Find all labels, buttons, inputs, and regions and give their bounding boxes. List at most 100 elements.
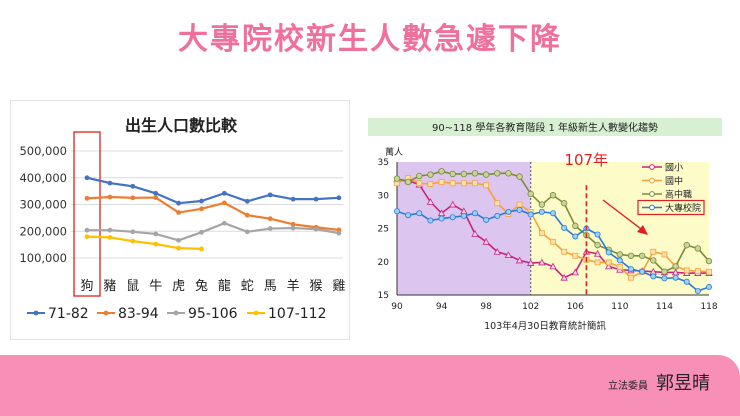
data-point: [449, 200, 457, 208]
data-point: [661, 268, 668, 275]
data-point: [683, 278, 690, 285]
data-point: [493, 247, 501, 255]
y-tick-label: 20: [378, 258, 390, 268]
series-line-83-94: [86, 195, 340, 232]
data-point: [505, 170, 512, 177]
data-point: [176, 245, 182, 251]
footer-band: 立法委員 郭昱晴: [0, 355, 740, 416]
data-point: [176, 210, 182, 215]
data-point: [572, 233, 579, 240]
data-point: [549, 192, 557, 199]
data-point: [130, 229, 136, 235]
legend-label: 95-106: [188, 306, 238, 322]
x-tick-label: 鼠: [126, 279, 139, 294]
data-point: [416, 210, 423, 217]
data-point: [560, 200, 568, 207]
data-point: [130, 238, 136, 244]
data-point: [449, 214, 456, 221]
signature-role: 立法委員: [608, 381, 648, 392]
legend-label: 國中: [665, 175, 683, 187]
data-point: [605, 259, 612, 266]
data-point: [572, 252, 579, 259]
data-point: [244, 229, 250, 235]
x-tick-label: 110: [611, 302, 628, 312]
data-point: [494, 200, 501, 207]
y-tick-label: 25: [378, 225, 389, 235]
data-point: [199, 198, 204, 204]
x-tick-label: 94: [436, 302, 448, 312]
x-tick-label: 牛: [149, 279, 162, 294]
x-tick-label: 豬: [103, 279, 116, 294]
data-point: [267, 192, 273, 198]
data-point: [549, 262, 557, 270]
data-point: [290, 225, 296, 231]
x-tick-label: 馬: [264, 279, 277, 294]
data-point: [705, 257, 713, 265]
legend-marker: [33, 310, 39, 316]
data-point: [153, 190, 159, 196]
data-point: [527, 259, 535, 266]
data-point: [650, 248, 657, 255]
data-point: [593, 249, 602, 257]
data-point: [538, 230, 545, 237]
legend-marker: [649, 191, 655, 197]
x-tick-label: 98: [480, 302, 492, 312]
legend-label: 大專校院: [665, 202, 701, 214]
legend-marker: [649, 204, 655, 211]
trend-arrow-shaft: [602, 199, 646, 233]
data-point: [650, 257, 657, 264]
data-point: [538, 201, 546, 208]
data-point: [130, 183, 136, 189]
data-point: [336, 230, 342, 236]
data-point: [616, 257, 623, 264]
signature: 立法委員 郭昱晴: [608, 369, 710, 395]
data-point: [572, 222, 579, 230]
data-point: [571, 268, 579, 276]
data-point: [416, 172, 423, 180]
trend-arrow-head: [637, 225, 648, 235]
data-point: [605, 262, 613, 270]
data-point: [516, 201, 523, 208]
data-point: [267, 216, 273, 222]
data-point: [438, 215, 445, 222]
data-point: [694, 268, 701, 274]
data-point: [244, 198, 250, 204]
data-point: [639, 268, 646, 275]
data-point: [449, 170, 456, 178]
legend-label: 107-112: [268, 306, 327, 322]
data-point: [627, 266, 634, 273]
y-tick-label: 100,000: [19, 251, 67, 265]
data-point: [427, 217, 434, 224]
data-point: [290, 221, 296, 227]
data-point: [176, 200, 182, 206]
data-point: [153, 195, 159, 200]
title-banner: [368, 118, 722, 136]
legend-marker: [649, 164, 655, 170]
data-point: [538, 208, 545, 215]
data-point: [505, 208, 512, 215]
x-tick-label: 90: [391, 302, 403, 312]
x-tick-label: 118: [700, 302, 717, 312]
data-point: [449, 180, 456, 187]
x-tick-label: 羊: [287, 278, 300, 294]
data-point: [460, 170, 468, 178]
data-point: [549, 210, 556, 217]
data-point: [153, 241, 159, 247]
data-point: [107, 180, 113, 186]
data-point: [561, 248, 568, 255]
data-point: [460, 180, 467, 187]
data-point: [683, 241, 690, 249]
data-point: [527, 211, 534, 218]
data-point: [605, 249, 612, 256]
data-point: [405, 212, 412, 219]
data-point: [427, 181, 434, 187]
legend-highlight-box: [637, 199, 705, 216]
y-tick-label: 300,000: [19, 198, 67, 212]
data-point: [290, 196, 296, 202]
data-point: [694, 245, 702, 252]
data-point: [393, 175, 401, 182]
y-tick-label: 400,000: [19, 171, 67, 185]
data-point: [313, 226, 319, 232]
data-point: [494, 212, 501, 219]
data-point: [222, 220, 227, 226]
